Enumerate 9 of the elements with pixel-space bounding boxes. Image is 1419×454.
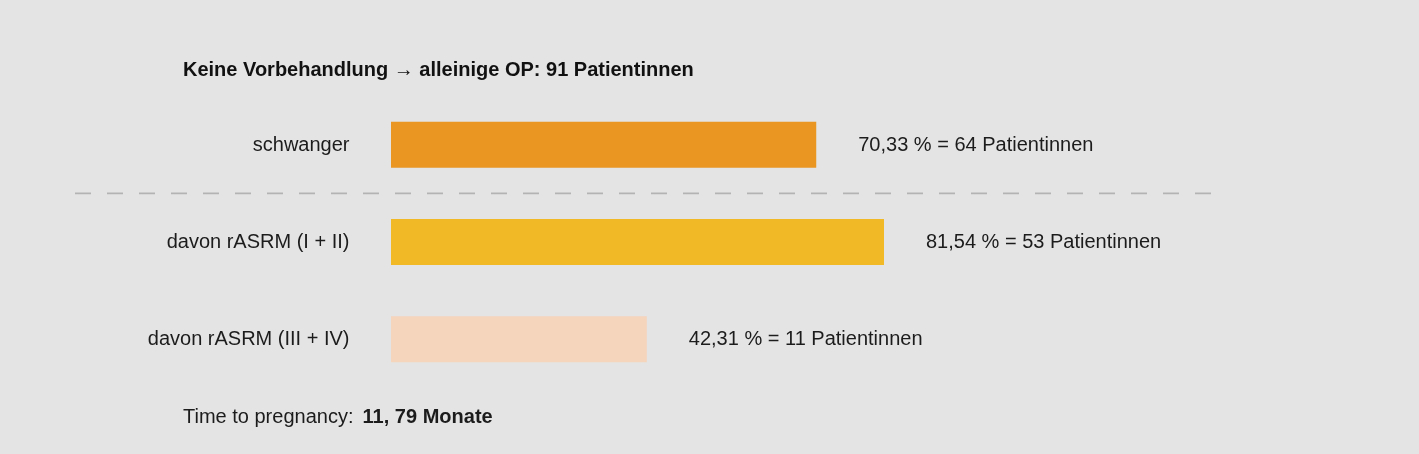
data-label: 70,33 % = 64 Patientinnen: [858, 132, 1094, 155]
y-tick-label: schwanger: [252, 132, 350, 155]
chart-title: Keine Vorbehandlung → alleinige OP: 91 Patientinnen: [183, 58, 694, 80]
data-label: 42,31 % = 11 Patientinnen: [688, 327, 923, 350]
data-label: 81,54 % = 53 Patientinnen: [926, 230, 1162, 252]
y-tick-label: davon rASRM (III + IV): [147, 327, 350, 350]
text: Time to pregnancy:: [183, 405, 354, 427]
y-tick-label: davon rASRM (I + II): [166, 230, 350, 252]
annotation: 11, 79 Monate: [362, 405, 493, 427]
